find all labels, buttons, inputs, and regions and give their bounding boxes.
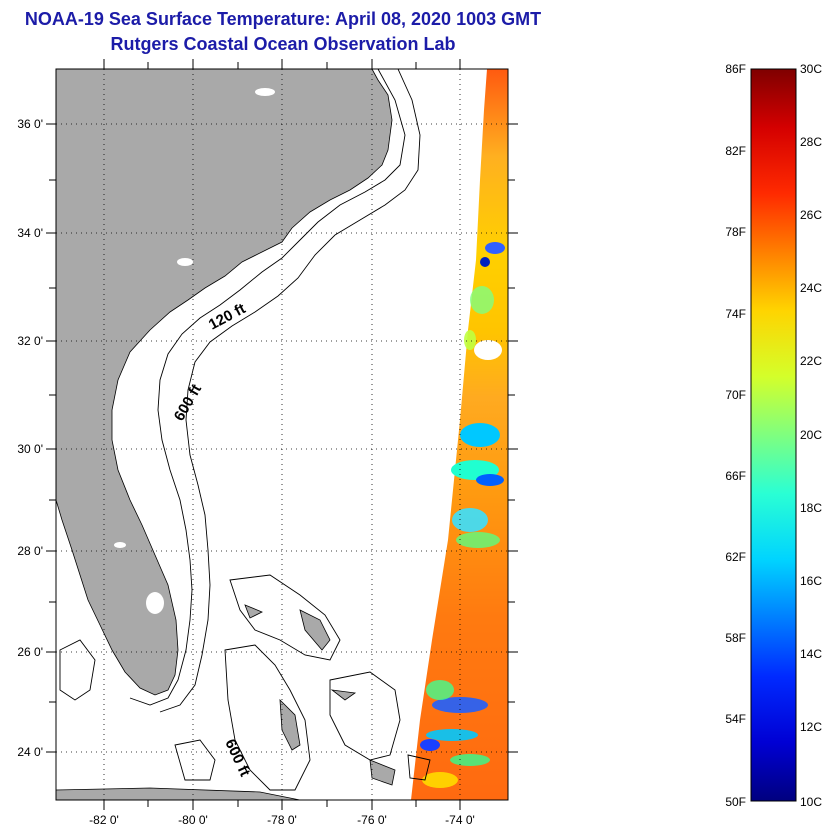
colorbar-f-label: 78F: [725, 225, 746, 239]
colorbar-c-label: 24C: [800, 281, 822, 295]
colorbar-c-label: 30C: [800, 62, 822, 76]
colorbar-c-label: 12C: [800, 720, 822, 734]
lake-shape: [114, 542, 126, 548]
graticule: [56, 69, 508, 800]
colorbar-c-label: 20C: [800, 428, 822, 442]
lake-shape: [255, 88, 275, 96]
lat-label: 30 0': [17, 442, 43, 456]
lake-okeechobee: [146, 592, 164, 614]
contour-keys-2: [407, 754, 431, 781]
lat-label: 24 0': [17, 745, 43, 759]
colorbar-f-label: 82F: [725, 144, 746, 158]
colorbar-f-label: 70F: [725, 388, 746, 402]
lat-label: 34 0': [17, 226, 43, 240]
colorbar-f-label: 50F: [725, 795, 746, 809]
map-title: NOAA-19 Sea Surface Temperature: April 0…: [24, 9, 542, 29]
contour-bahamas-2: [224, 644, 311, 791]
lake-shape: [177, 258, 193, 266]
lon-label: -76 0': [357, 813, 387, 827]
colorbar-c-label: 28C: [800, 135, 822, 149]
land-us-coast: [56, 69, 393, 696]
map-subtitle: Rutgers Coastal Ocean Observation Lab: [110, 34, 456, 54]
colorbar-f-label: 62F: [725, 550, 746, 564]
lon-label: -78 0': [267, 813, 297, 827]
lat-label: 36 0': [17, 117, 43, 131]
lat-label: 28 0': [17, 544, 43, 558]
lat-label: 26 0': [17, 645, 43, 659]
contour-600ft: [159, 69, 421, 713]
lat-label: 32 0': [17, 334, 43, 348]
lon-label: -82 0': [89, 813, 119, 827]
colorbar-c-label: 14C: [800, 647, 822, 661]
lon-label: -74 0': [445, 813, 475, 827]
cool-water-patches: [420, 242, 505, 788]
colorbar-c-label: 22C: [800, 354, 822, 368]
colorbar-f-label: 66F: [725, 469, 746, 483]
colorbar-c-label: 16C: [800, 574, 822, 588]
colorbar: 86F 82F 78F 74F 70F 66F 62F 58F 54F 50F …: [725, 62, 822, 809]
colorbar-c-label: 26C: [800, 208, 822, 222]
colorbar-c-label: 10C: [800, 795, 822, 809]
sst-swath: [411, 69, 508, 800]
contour-bahamas-3: [329, 671, 401, 761]
bahamas-islands: [56, 604, 396, 800]
lon-label: -80 0': [178, 813, 208, 827]
contour-bahamas-1: [229, 574, 341, 661]
axis-ticks: [46, 59, 518, 810]
contour-120ft: [129, 69, 406, 706]
colorbar-f-label: 58F: [725, 631, 746, 645]
contour-keys: [59, 639, 96, 701]
colorbar-c-label: 18C: [800, 501, 822, 515]
colorbar-f-label: 54F: [725, 712, 746, 726]
bathymetry-contours: [59, 69, 431, 791]
colorbar-f-label: 74F: [725, 307, 746, 321]
contour-bahamas-4: [174, 739, 216, 781]
colorbar-f-label: 86F: [725, 62, 746, 76]
colorbar-scale: [750, 68, 797, 802]
